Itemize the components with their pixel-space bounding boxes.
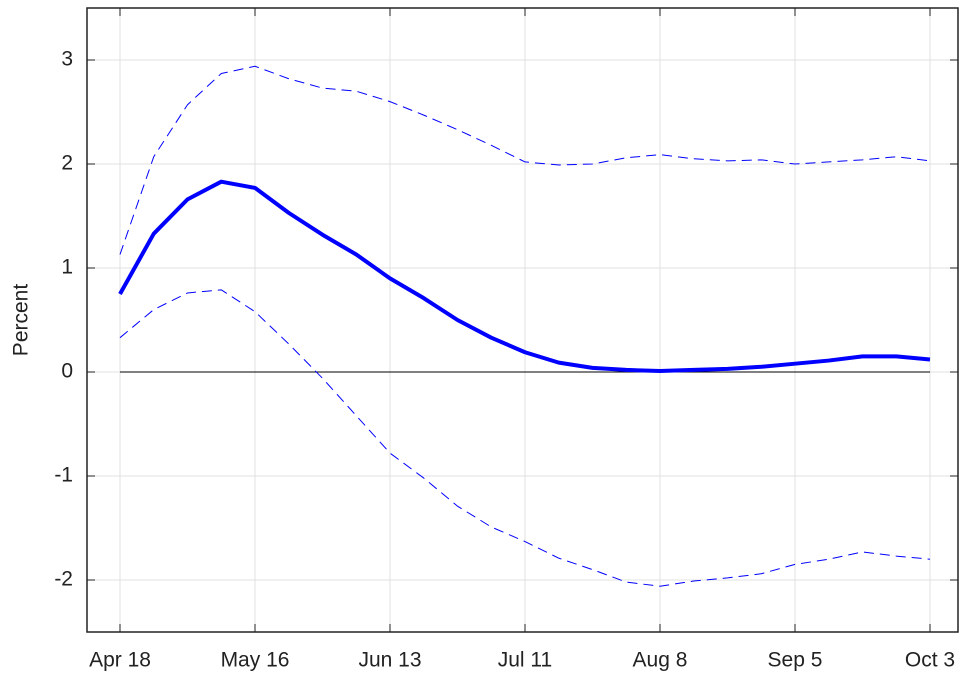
y-tick-label: -1 xyxy=(54,464,73,487)
x-tick-label: May 16 xyxy=(221,649,290,672)
series-line xyxy=(119,289,931,587)
x-tick-label: Apr 18 xyxy=(89,649,151,672)
series-line xyxy=(118,179,931,373)
y-tick-label: 0 xyxy=(61,360,73,383)
series-line xyxy=(119,65,931,255)
plot-frame xyxy=(86,7,959,633)
x-tick-label: Aug 8 xyxy=(633,649,688,672)
y-axis-label: Percent xyxy=(10,284,33,357)
x-tick-label: Oct 3 xyxy=(905,649,955,672)
y-tick-label: 1 xyxy=(61,256,73,279)
x-tick-label: Jul 11 xyxy=(498,649,552,672)
y-tick-label: 2 xyxy=(61,152,73,175)
x-tick-label: Jun 13 xyxy=(358,649,421,672)
x-tick-label: Sep 5 xyxy=(768,649,823,672)
y-tick-label: -2 xyxy=(54,568,73,591)
y-tick-label: 3 xyxy=(61,48,73,71)
